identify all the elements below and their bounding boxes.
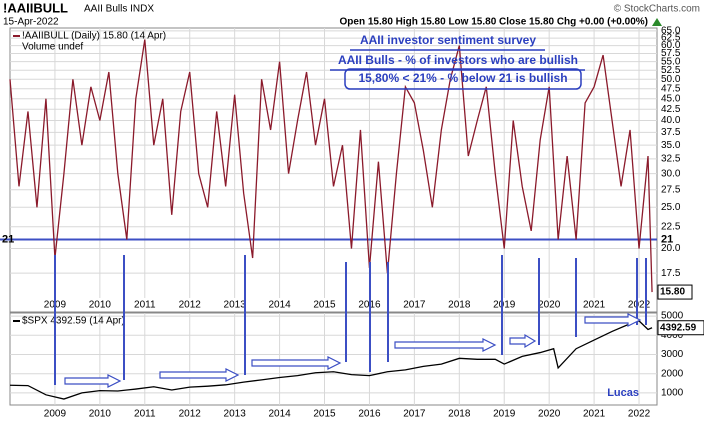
x-tick-label: 2017	[403, 300, 426, 311]
annotation: AAII investor sentiment survey	[360, 33, 536, 47]
y-tick-label: 32.5	[661, 153, 681, 164]
x-tick-label: 2019	[493, 300, 516, 311]
data-line	[9, 39, 653, 293]
arrow	[251, 356, 342, 370]
y-tick-label: 4000	[661, 330, 684, 341]
x-tick-label: 2018	[448, 300, 471, 311]
annotation-lines	[54, 49, 647, 388]
y-tick-label: 40.0	[661, 115, 681, 126]
last-value-label: 15.80	[660, 287, 685, 298]
x-tick-label: 2021	[583, 409, 606, 420]
y-tick-label: 47.5	[661, 83, 681, 94]
y-tick-label: 65.0	[661, 25, 681, 36]
y-tick-label: 27.5	[661, 184, 681, 195]
y-tick-label: 35.0	[661, 140, 681, 151]
x-tick-label: 2009	[44, 409, 67, 420]
y-tick-label: 3000	[661, 349, 684, 360]
y-tick-label: 22.5	[661, 221, 681, 232]
y-tick-label: 30.0	[661, 168, 681, 179]
y-tick-label: 42.5	[661, 104, 681, 115]
x-tick-label: 2010	[89, 300, 112, 311]
arrow	[509, 333, 537, 349]
arrow	[394, 338, 497, 352]
reference-label: 21	[661, 233, 673, 245]
bottom-frame	[9, 312, 658, 406]
y-tick-label: 37.5	[661, 127, 681, 138]
x-tick-label: 2011	[134, 300, 156, 311]
y-tick-label: 50.0	[661, 74, 681, 85]
x-tick-label: 2011	[134, 409, 156, 420]
arrow	[584, 313, 642, 327]
quote-arrow	[652, 18, 662, 26]
annotation: AAII Bulls - % of investors who are bull…	[338, 53, 578, 67]
arrow	[159, 368, 240, 382]
y-tick-label: 62.5	[661, 33, 681, 44]
date: 15-Apr-2022	[3, 17, 59, 28]
volume-note: Volume undef	[22, 42, 83, 53]
signature: Lucas	[607, 387, 639, 399]
legend: !AAIIBULL (Daily) 15.80 (14 Apr)	[22, 31, 166, 42]
y-tick-label: 17.5	[661, 268, 681, 279]
x-tick-label: 2012	[179, 300, 202, 311]
last-value: 15.80	[657, 284, 693, 300]
x-tick-label: 2017	[403, 409, 426, 420]
x-tick-label: 2020	[538, 300, 561, 311]
x-tick-label: 2018	[448, 409, 471, 420]
x-tick-label: 2022	[628, 300, 651, 311]
x-tick-label: 2022	[628, 409, 651, 420]
legend: $SPX 4392.59 (14 Apr)	[22, 316, 125, 327]
x-tick-label: 2010	[89, 409, 112, 420]
y-tick-label: 60.0	[661, 40, 681, 51]
y-tick-label: 5000	[661, 311, 684, 322]
data-line	[9, 320, 653, 400]
y-tick-label: 57.5	[661, 48, 681, 59]
y-tick-label: 20.0	[661, 243, 681, 254]
last-value-box	[657, 320, 704, 336]
y-tick-label: 45.0	[661, 93, 681, 104]
last-value-label: 4392.59	[660, 322, 697, 333]
x-tick-label: 2014	[268, 409, 291, 420]
top-frame	[9, 27, 658, 313]
y-tick-label: 25.0	[661, 202, 681, 213]
source: © StockCharts.com	[614, 4, 700, 15]
y-tick-label: 1000	[661, 388, 684, 399]
x-tick-label: 2013	[224, 300, 247, 311]
x-tick-label: 2016	[358, 409, 381, 420]
symbol: !AAIIBULL	[3, 0, 68, 15]
last-value-box	[657, 284, 693, 300]
symbol-desc: AAII Bulls INDX	[84, 4, 154, 15]
y-tick-label: 55.0	[661, 56, 681, 67]
annotation: 15,80% < 21% - % below 21 is bullish	[358, 71, 567, 85]
annotation-box	[344, 68, 582, 90]
quote: Open 15.80 High 15.80 Low 15.80 Close 15…	[340, 17, 648, 28]
y-tick-label: 52.5	[661, 65, 681, 76]
y-tick-label: 2000	[661, 368, 684, 379]
x-tick-label: 2015	[313, 409, 336, 420]
x-tick-label: 2019	[493, 409, 516, 420]
x-tick-label: 2015	[313, 300, 336, 311]
last-value: 4392.59	[657, 320, 704, 336]
x-tick-label: 2021	[583, 300, 606, 311]
x-tick-label: 2012	[179, 409, 202, 420]
arrow	[64, 374, 122, 388]
x-tick-label: 2020	[538, 409, 561, 420]
reference-label: 21	[2, 233, 14, 245]
x-tick-label: 2013	[224, 409, 247, 420]
x-tick-label: 2014	[268, 300, 291, 311]
